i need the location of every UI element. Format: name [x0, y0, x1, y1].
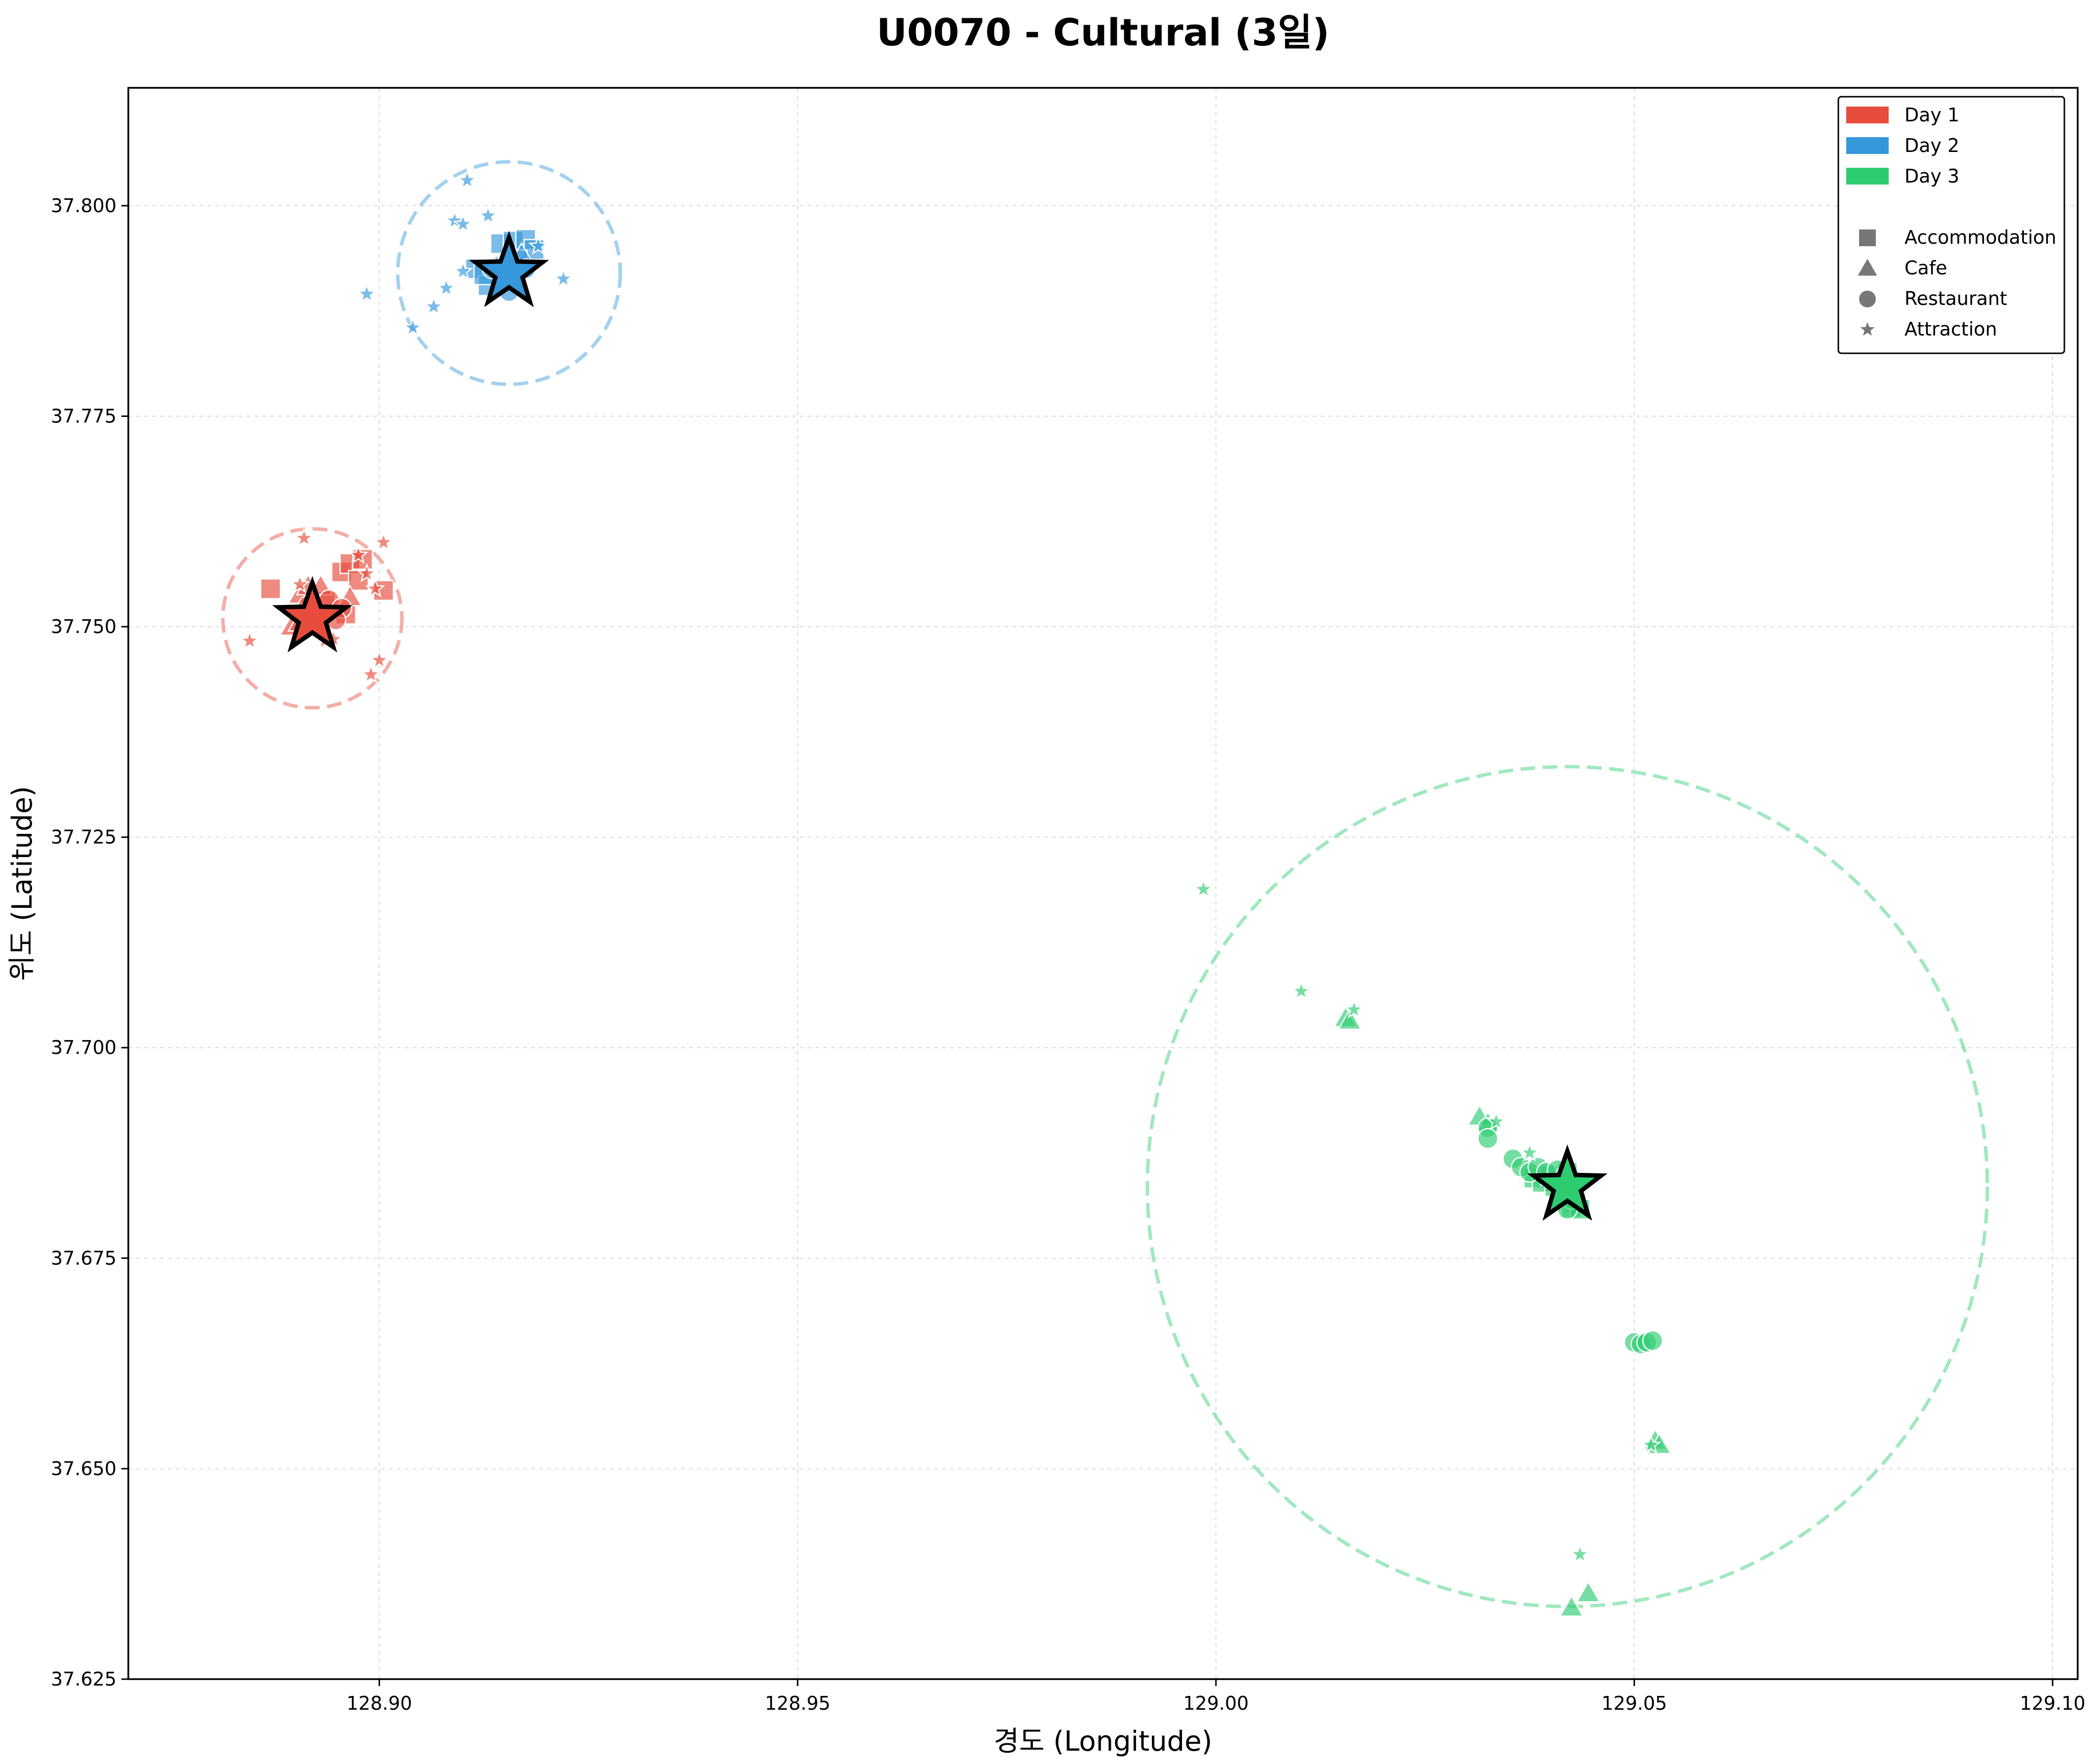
- day-3-cafe-point: [1337, 1008, 1363, 1030]
- legend-label: Day 3: [1904, 165, 1959, 187]
- day-1-accommodation-point: [260, 578, 281, 600]
- y-tick-label: 37.700: [51, 1037, 116, 1058]
- day-center-stars: [272, 230, 1608, 1221]
- day-2-attraction-point: [457, 170, 478, 189]
- day-1-attraction-point: [365, 578, 385, 598]
- cafe-legend-marker: [1858, 259, 1877, 276]
- restaurant-legend-marker: [1859, 291, 1876, 307]
- x-tick-label: 128.90: [346, 1692, 412, 1714]
- legend-box: [1837, 96, 2065, 354]
- day-2-attraction-point: [423, 296, 444, 316]
- day-1-attraction-point: [348, 544, 369, 564]
- day-3-attraction-point: [1640, 1434, 1661, 1454]
- y-tick-label: 37.725: [51, 826, 116, 848]
- day-3-attraction-point: [1520, 1142, 1540, 1162]
- day-2-attraction-point: [528, 235, 549, 255]
- day-radius-circles: [221, 160, 1989, 1609]
- day-3-attraction-point: [1569, 1543, 1590, 1563]
- day-1-center-star: [272, 576, 353, 653]
- grid-lines: [128, 88, 2078, 1680]
- x-tick-label: 128.95: [765, 1692, 831, 1714]
- day-3-cafe-point: [1576, 1580, 1601, 1603]
- day-3-restaurant-point: [1642, 1330, 1664, 1351]
- day-2-attraction-point: [453, 213, 473, 233]
- day-3-center-star: [1527, 1144, 1608, 1221]
- day-3-attraction-point: [1486, 1111, 1507, 1130]
- legend-label: Restaurant: [1904, 288, 2007, 309]
- legend-label: Accommodation: [1904, 226, 2056, 248]
- day-3-attraction-point: [1193, 878, 1214, 898]
- attraction-legend-marker: [1860, 322, 1875, 336]
- day-2-attraction-point: [553, 268, 574, 288]
- day-2-center-star: [469, 230, 549, 307]
- y-tick-label: 37.675: [51, 1247, 116, 1269]
- day-1-attraction-point: [294, 527, 314, 547]
- day-3-attraction-point: [1291, 980, 1312, 1000]
- accommodation-legend-marker: [1859, 229, 1876, 246]
- x-axis-label: 경도 (Longitude): [993, 1726, 1212, 1758]
- day-2-attraction-point: [436, 277, 456, 297]
- day-3-radius-circle: [1145, 765, 1989, 1609]
- y-tick-label: 37.800: [51, 195, 116, 217]
- day-2-attraction-point: [356, 283, 377, 303]
- y-tick-label: 37.750: [51, 616, 116, 638]
- y-tick-label: 37.650: [51, 1458, 116, 1479]
- legend: Day 1 Day 2 Day 3 Accommodation Cafe Restaura…: [1837, 96, 2065, 354]
- plot-area-frame: [127, 87, 2079, 1680]
- day-1-attraction-point: [361, 664, 381, 683]
- day-1-attraction-point: [369, 649, 390, 669]
- chart-title: U0070 - Cultural (3일): [876, 10, 1330, 54]
- y-axis-label: 위도 (Latitude): [6, 786, 38, 981]
- day-1-radius-circle: [221, 527, 404, 710]
- day-3-attraction-point: [1344, 999, 1365, 1018]
- day-3-legend-swatch: [1846, 168, 1889, 185]
- day-2-attraction-point: [444, 210, 465, 230]
- day-2-attraction-point: [453, 261, 473, 280]
- legend-label: Cafe: [1904, 257, 1947, 279]
- day-2-attraction-point: [402, 317, 423, 337]
- x-tick-label: 129.05: [1601, 1692, 1667, 1714]
- day-1-attraction-point: [373, 531, 394, 551]
- legend-label: Day 2: [1904, 135, 1959, 156]
- day-2-radius-circle: [396, 160, 622, 386]
- y-tick-label: 37.775: [51, 405, 116, 427]
- y-tick-label: 37.625: [51, 1668, 116, 1690]
- day-1-attraction-point: [356, 563, 377, 582]
- data-points: [239, 170, 1672, 1617]
- day-2-legend-swatch: [1846, 137, 1889, 154]
- legend-label: Day 1: [1904, 104, 1959, 126]
- legend-label: Attraction: [1904, 318, 1997, 340]
- day-3-cafe-point: [1559, 1595, 1584, 1617]
- day-3-restaurant-point: [1477, 1128, 1499, 1149]
- axis-ticks: 128.90 128.95 129.00 129.05 129.10 37.625 37.6…: [51, 195, 2086, 1714]
- x-tick-label: 129.00: [1183, 1692, 1249, 1714]
- day-1-attraction-point: [239, 630, 260, 650]
- x-tick-label: 129.10: [2020, 1692, 2086, 1714]
- day-1-legend-swatch: [1846, 107, 1889, 123]
- day-2-attraction-point: [478, 205, 498, 225]
- day-1-attraction-point: [290, 574, 310, 594]
